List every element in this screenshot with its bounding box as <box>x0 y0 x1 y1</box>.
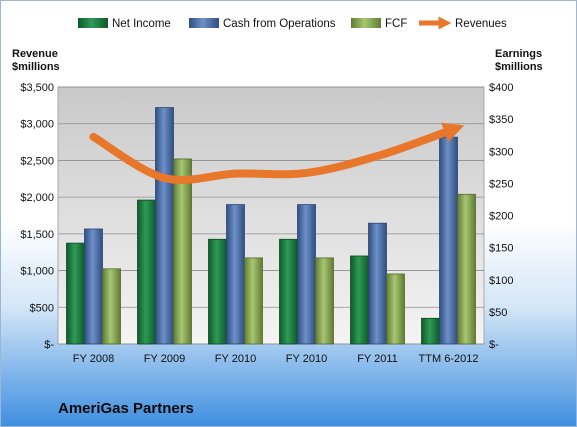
bar-cash-from-operations <box>368 222 387 345</box>
left-axis-tick-label: $500 <box>30 302 54 314</box>
x-axis-tick-label: FY 2011 <box>357 353 398 365</box>
legend-label-fcf: FCF <box>385 18 407 30</box>
bar-cash-from-operations <box>155 107 174 345</box>
right-axis-ticks: $- $50 $100 $150 $200 $250 $300 $350 $400 <box>489 82 513 351</box>
revenue-line-layer <box>89 122 465 185</box>
company-label: AmeriGas Partners <box>58 400 194 417</box>
x-axis-tick-label: TTM 6-2012 <box>419 353 479 365</box>
bar-fcf <box>457 193 476 345</box>
bar-net-income <box>279 238 298 345</box>
legend-label-revenues: Revenues <box>455 18 507 30</box>
right-axis-tick-label: $50 <box>489 307 507 319</box>
bar-fcf <box>244 257 263 345</box>
bars <box>66 107 476 345</box>
left-axis-title-line2: $millions <box>12 61 60 73</box>
right-axis-tick-label: $250 <box>489 178 513 190</box>
x-axis-tick-label: FY 2009 <box>144 353 185 365</box>
left-axis-tick-label: $1,000 <box>20 266 54 278</box>
bar-cash-from-operations <box>439 136 458 345</box>
bar-fcf <box>102 268 121 345</box>
legend-item-net-income: Net Income <box>78 18 171 30</box>
left-axis-tick-label: $3,000 <box>20 119 54 131</box>
right-axis-tick-label: $100 <box>489 275 513 287</box>
right-axis-tick-label: $150 <box>489 243 513 255</box>
x-axis-tick-label: FY 2010 <box>286 353 327 365</box>
right-axis-title-line1: Earnings <box>495 48 542 60</box>
right-axis-tick-label: $200 <box>489 211 513 223</box>
bar-cash-from-operations <box>297 204 316 345</box>
left-axis-ticks: $- $500 $1,000 $1,500 $2,000 $2,500 $3,000 $3,5… <box>20 82 54 351</box>
bar-cash-from-operations <box>226 204 245 345</box>
revenues-line <box>89 122 465 185</box>
left-axis-tick-label: $- <box>44 339 54 351</box>
x-axis-tick-label: FY 2008 <box>73 353 114 365</box>
bar-net-income <box>421 317 440 345</box>
right-axis-tick-label: $300 <box>489 146 513 158</box>
x-axis-ticks: FY 2008 FY 2009 FY 2010 FY 2010 FY 2011 TTM 6… <box>73 353 479 365</box>
left-axis-tick-label: $1,500 <box>20 229 54 241</box>
bar-cash-from-operations <box>84 228 103 345</box>
bar-fcf <box>173 158 192 345</box>
legend-item-revenues: Revenues <box>419 16 507 30</box>
legend-label-net-income: Net Income <box>112 18 171 30</box>
legend-item-cash-from-operations: Cash from Operations <box>189 18 336 30</box>
left-axis-tick-label: $3,500 <box>20 82 54 94</box>
legend-item-fcf: FCF <box>351 18 407 30</box>
bar-net-income <box>350 255 369 345</box>
bar-fcf <box>386 273 405 345</box>
left-axis-title-line1: Revenue <box>12 48 58 60</box>
left-axis-tick-label: $2,000 <box>20 192 54 204</box>
bar-fcf <box>315 257 334 345</box>
right-axis-tick-label: $350 <box>489 114 513 126</box>
right-axis-tick-label: $- <box>489 339 499 351</box>
x-axis-tick-label: FY 2010 <box>215 353 256 365</box>
right-axis-title-line2: $millions <box>495 61 543 73</box>
right-axis-tick-label: $400 <box>489 82 513 94</box>
legend: Net Income Cash from Operations FCF Reve… <box>78 16 507 30</box>
bar-net-income <box>66 242 85 345</box>
plot-area <box>57 86 485 345</box>
legend-label-cash-from-operations: Cash from Operations <box>223 18 336 30</box>
bar-net-income <box>137 199 156 345</box>
left-axis-tick-label: $2,500 <box>20 155 54 167</box>
bar-net-income <box>208 238 227 345</box>
